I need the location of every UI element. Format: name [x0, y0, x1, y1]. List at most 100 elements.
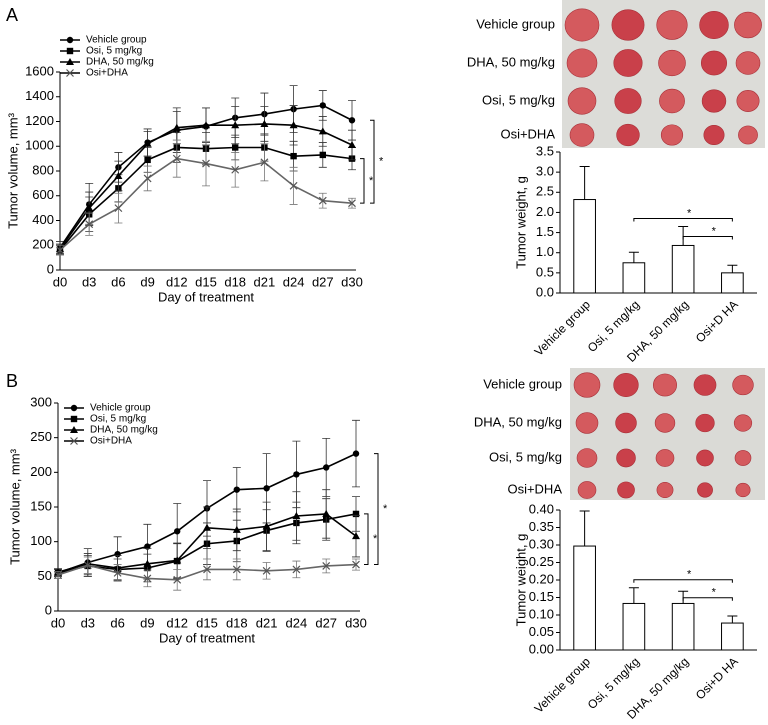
error-bar: [628, 587, 639, 604]
x-tick-label: d0: [53, 274, 67, 289]
error-bar: [727, 615, 738, 624]
marker: [323, 464, 330, 471]
marker: [85, 204, 94, 212]
panel-letter: B: [6, 371, 18, 391]
significance: *: [712, 225, 717, 237]
x-tick-label: d0: [51, 615, 65, 630]
marker: [352, 510, 360, 518]
y-tick-label: 1.0: [536, 244, 554, 259]
tumor: [617, 481, 635, 499]
tumor: [699, 10, 729, 40]
x-tick-label: d15: [196, 615, 218, 630]
x-tick-label: d18: [224, 274, 246, 289]
y-tick-label: 200: [30, 464, 52, 479]
error-bar: [678, 226, 689, 246]
legend-label: Osi, 5 mg/kg: [90, 414, 146, 425]
tumor: [696, 449, 714, 467]
tumor: [656, 10, 688, 40]
bar: [671, 602, 695, 651]
legend-label: Osi+DHA: [90, 436, 132, 447]
tumor: [734, 450, 752, 466]
y-tick-label: 1200: [25, 113, 54, 128]
x-tick-label: d3: [82, 274, 96, 289]
x-axis-label: Day of treatment: [159, 630, 255, 645]
marker: [352, 560, 360, 569]
x-axis-label: Day of treatment: [158, 289, 254, 304]
bracket: [374, 453, 379, 566]
bracket: [633, 218, 733, 222]
marker: [173, 556, 182, 564]
tumor: [656, 482, 674, 498]
significance: *: [712, 587, 717, 599]
marker: [70, 437, 78, 445]
marker: [260, 158, 269, 167]
bracket: [360, 158, 365, 204]
photo-label: Osi+DHA: [507, 481, 562, 496]
significance: *: [687, 569, 692, 581]
y-tick-label: 100: [30, 533, 52, 548]
marker: [262, 522, 271, 530]
tumor: [616, 448, 636, 468]
y-tick-label: 0.05: [529, 624, 554, 639]
marker: [260, 119, 269, 127]
tumor: [615, 412, 637, 434]
tumor: [735, 51, 761, 75]
marker: [322, 509, 331, 517]
x-tick-label: d15: [195, 274, 217, 289]
bracket: [682, 236, 733, 240]
y-tick-label: 0.25: [529, 554, 554, 569]
marker: [318, 196, 327, 205]
y-tick-label: 1000: [25, 138, 54, 153]
y-tick-label: 3.0: [536, 164, 554, 179]
marker: [70, 415, 78, 423]
marker: [352, 532, 360, 540]
marker: [231, 121, 240, 129]
y-axis-label: Tumor volume, mm³: [5, 112, 20, 228]
significance: *: [369, 175, 374, 187]
marker: [352, 450, 360, 457]
y-tick-label: 0.35: [529, 519, 554, 534]
marker: [232, 565, 241, 574]
bar: [721, 622, 744, 651]
x-tick-label: d24: [283, 274, 305, 289]
marker: [172, 123, 181, 131]
bar: [721, 272, 744, 294]
x-tick-label: d24: [286, 615, 308, 630]
x-tick-label: Osi+D HA: [693, 297, 741, 345]
y-tick-label: 0.20: [529, 571, 554, 586]
tumor: [576, 448, 598, 468]
x-tick-label: d12: [166, 615, 188, 630]
marker: [70, 404, 78, 412]
marker: [144, 156, 151, 164]
legend-label: Osi, 5 mg/kg: [86, 46, 142, 57]
tumor: [660, 124, 684, 146]
tumor: [575, 412, 599, 434]
photo-label: Osi, 5 mg/kg: [482, 92, 555, 107]
x-tick-label: d3: [81, 615, 95, 630]
x-tick-label: d30: [341, 274, 363, 289]
bar: [671, 244, 695, 294]
photo-label: DHA, 50 mg/kg: [467, 54, 555, 69]
photo-label: Osi+DHA: [500, 126, 555, 141]
tumor: [566, 48, 598, 78]
legend-label: Vehicle group: [86, 35, 147, 46]
marker: [262, 566, 271, 575]
bar: [622, 602, 646, 651]
y-axis-label: Tumor volume, mm³: [7, 448, 22, 564]
marker: [292, 565, 301, 574]
y-axis-label: Tumor weight, g: [513, 176, 528, 269]
x-tick-label: d30: [345, 615, 367, 630]
tumor: [695, 413, 715, 433]
tumor: [693, 374, 717, 396]
tumor: [611, 9, 645, 41]
marker: [202, 121, 210, 129]
x-tick-label: Vehicle group: [532, 297, 594, 359]
y-tick-label: 50: [38, 568, 52, 583]
tumor: [732, 374, 754, 396]
tumor: [697, 482, 713, 498]
y-tick-label: 1600: [25, 63, 54, 78]
tumor: [703, 125, 725, 145]
tumor: [735, 482, 751, 498]
marker: [322, 562, 331, 570]
tumor: [736, 90, 760, 112]
